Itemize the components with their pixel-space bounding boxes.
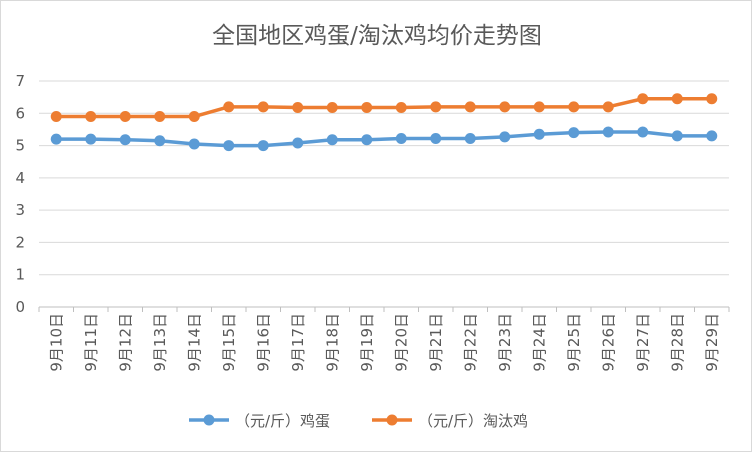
y-tick-label: 2 xyxy=(15,233,25,251)
data-point xyxy=(637,126,649,138)
data-point xyxy=(602,126,614,138)
data-point xyxy=(188,138,200,150)
data-point xyxy=(533,101,545,113)
x-tick-label: 9月21日 xyxy=(427,313,445,372)
y-tick-label: 7 xyxy=(15,72,25,90)
x-tick-label: 9月25日 xyxy=(565,313,583,372)
data-point xyxy=(499,131,511,143)
x-tick-label: 9月29日 xyxy=(703,313,721,372)
series xyxy=(50,93,718,152)
data-point xyxy=(430,101,442,113)
y-tick-label: 4 xyxy=(15,169,25,187)
series-line-2 xyxy=(56,97,712,119)
data-point xyxy=(499,101,511,113)
legend-swatch-marker xyxy=(386,414,398,426)
x-tick-label: 9月15日 xyxy=(220,313,238,372)
x-tick-label: 9月19日 xyxy=(358,313,376,372)
x-tick-label: 9月23日 xyxy=(496,313,514,372)
data-point xyxy=(119,134,131,146)
data-point xyxy=(50,133,62,145)
data-point xyxy=(154,135,166,147)
data-point xyxy=(223,101,235,113)
x-tick-label: 9月11日 xyxy=(82,313,100,372)
data-point xyxy=(533,128,545,140)
data-point xyxy=(395,101,407,113)
data-point xyxy=(50,111,62,123)
data-point xyxy=(85,133,97,145)
y-tick-label: 1 xyxy=(15,266,25,284)
gridlines xyxy=(39,80,729,308)
x-tick-label: 9月16日 xyxy=(254,313,272,372)
x-tick-label: 9月17日 xyxy=(289,313,307,372)
data-point xyxy=(568,127,580,139)
x-tick-label: 9月10日 xyxy=(47,313,65,372)
x-tick-label: 9月13日 xyxy=(151,313,169,372)
data-point xyxy=(464,132,476,144)
data-point xyxy=(326,101,338,113)
data-point xyxy=(188,111,200,123)
data-point xyxy=(430,132,442,144)
x-tick-label: 9月12日 xyxy=(116,313,134,372)
data-point xyxy=(464,101,476,113)
x-tick-label: 9月26日 xyxy=(599,313,617,372)
data-point xyxy=(706,130,718,142)
data-point xyxy=(671,93,683,105)
series-line-1 xyxy=(56,130,712,148)
y-tick-label: 3 xyxy=(15,201,25,219)
y-tick-label: 5 xyxy=(15,137,25,155)
x-tick-label: 9月28日 xyxy=(668,313,686,372)
data-point xyxy=(361,134,373,146)
data-point xyxy=(85,111,97,123)
data-point xyxy=(602,101,614,113)
data-point xyxy=(568,101,580,113)
x-tick-label: 9月18日 xyxy=(323,313,341,372)
data-point xyxy=(257,140,269,152)
axes: 0 1 2 3 4 5 6 7 9月10日 9月11日 9月12日 9月13日 9月14日 9月15日 9月… xyxy=(15,72,730,372)
legend-label: （元/斤）鸡蛋 xyxy=(235,412,330,430)
data-point xyxy=(292,137,304,149)
data-point xyxy=(671,130,683,142)
x-tick-label: 9月27日 xyxy=(634,313,652,372)
y-tick-label: 6 xyxy=(15,104,25,122)
legend-swatch-marker xyxy=(203,414,215,426)
legend: （元/斤）鸡蛋 （元/斤）淘汰鸡 xyxy=(189,412,528,430)
data-point xyxy=(637,93,649,105)
data-point xyxy=(395,132,407,144)
data-point xyxy=(154,111,166,123)
data-point xyxy=(706,93,718,105)
data-point xyxy=(223,140,235,152)
x-tick-label: 9月24日 xyxy=(530,313,548,372)
x-tick-label: 9月22日 xyxy=(461,313,479,372)
data-point xyxy=(257,101,269,113)
y-tick-label: 0 xyxy=(15,298,25,316)
chart-title: 全国地区鸡蛋/淘汰鸡均价走势图 xyxy=(212,23,542,49)
data-point xyxy=(292,101,304,113)
data-point xyxy=(119,111,131,123)
x-tick-label: 9月20日 xyxy=(392,313,410,372)
legend-label: （元/斤）淘汰鸡 xyxy=(418,412,528,430)
data-point xyxy=(361,101,373,113)
data-point xyxy=(326,134,338,146)
x-tick-label: 9月14日 xyxy=(185,313,203,372)
